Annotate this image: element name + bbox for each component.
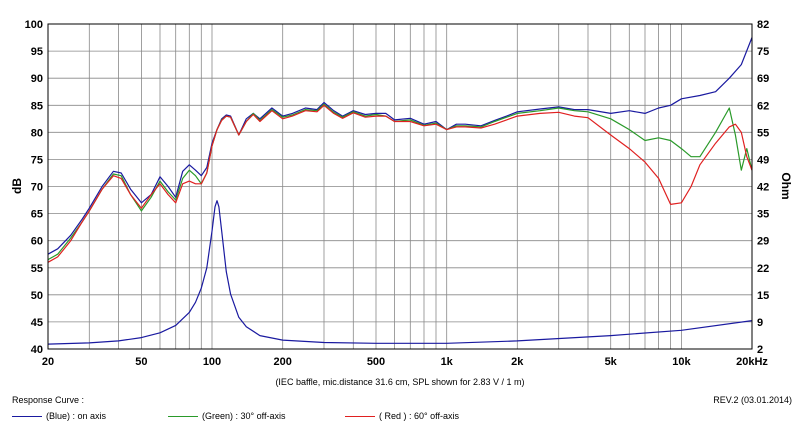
y-tick-label: 95 [31,46,43,58]
y2-tick-label: 15 [757,290,769,302]
y2-tick-label: 9 [757,317,763,329]
frequency-response-chart: 20 50 100 200 500 1k 2k 5k 10k 20kHz 40 45 50 55 60 65… [10,19,793,368]
y2-tick-label: 29 [757,236,769,248]
series-line-30-off-axis [47,103,753,261]
x-tick-label: 20kHz [736,356,768,368]
legend-item-red: ( Red ) : 60° off-axis [345,411,459,421]
x-tick-label: 5k [605,356,618,368]
y-tick-labels: 40 45 50 55 60 65 70 75 80 85 90 95 100 [25,19,43,356]
y-tick-label: 40 [31,344,43,356]
y-tick-label: 85 [31,100,43,112]
y-tick-label: 60 [31,236,43,248]
y2-tick-label: 69 [757,73,769,85]
y2-tick-label: 82 [757,19,769,31]
legend-swatch-green [168,415,198,417]
y-axis-label: dB [10,178,24,194]
y-tick-label: 80 [31,127,43,139]
legend-label-red: ( Red ) : 60° off-axis [379,411,459,421]
series-line-impedance [47,200,753,345]
x-tick-label: 100 [203,356,221,368]
x-tick-label: 1k [441,356,454,368]
revision-label: REV.2 (03.01.2014) [713,395,792,405]
x-tick-label: 200 [274,356,292,368]
legend-label-green: (Green) : 30° off-axis [202,411,286,421]
series-line-60-off-axis [47,104,753,263]
x-tick-labels: 20 50 100 200 500 1k 2k 5k 10k 20kHz [42,356,769,368]
y-tick-label: 70 [31,182,43,194]
legend-item-blue: (Blue) : on axis [12,411,106,421]
y2-tick-label: 35 [757,209,769,221]
series-group [47,37,753,345]
legend-swatch-blue [12,415,42,417]
y-tick-label: 75 [31,154,43,166]
y-tick-label: 90 [31,73,43,85]
x-tick-label: 10k [672,356,691,368]
y-tick-label: 65 [31,209,43,221]
y2-tick-label: 22 [757,263,769,275]
x-tick-label: 20 [42,356,54,368]
y2-axis-label: Ohm [779,172,793,199]
y2-tick-label: 55 [757,127,769,139]
x-tick-label: 500 [367,356,385,368]
legend-label-blue: (Blue) : on axis [46,411,107,421]
y2-tick-label: 62 [757,100,769,112]
y-tick-label: 50 [31,290,43,302]
plot-frame [47,23,753,350]
y2-tick-label: 75 [757,46,769,58]
grid [48,24,752,349]
x-tick-label: 50 [135,356,147,368]
y2-tick-label: 49 [757,154,769,166]
y-tick-label: 55 [31,263,43,275]
y2-tick-label: 2 [757,344,763,356]
y-tick-label: 100 [25,19,43,31]
y-tick-label: 45 [31,317,43,329]
measurement-note: (IEC baffle, mic.distance 31.6 cm, SPL s… [275,377,525,387]
legend-swatch-red [345,415,375,417]
response-curve-title: Response Curve : [12,395,85,405]
x-tick-label: 2k [511,356,524,368]
legend-item-green: (Green) : 30° off-axis [168,411,285,421]
series-line-on-axis [47,37,753,255]
y2-tick-label: 42 [757,182,769,194]
